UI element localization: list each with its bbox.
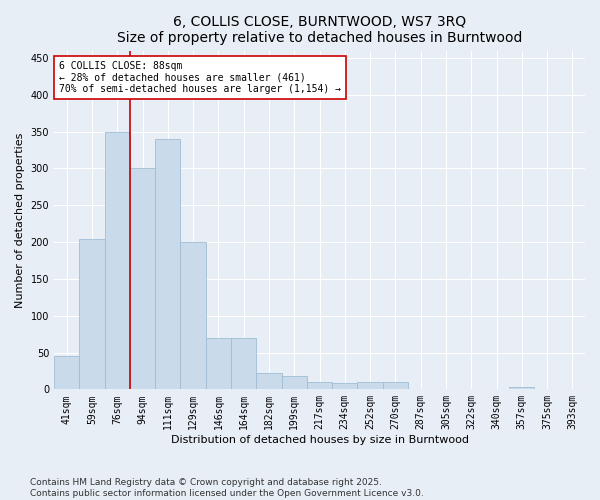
Bar [130, 168, 155, 390]
Bar [231, 338, 256, 390]
Bar [332, 384, 358, 390]
Bar [79, 239, 104, 390]
Bar [509, 387, 535, 390]
Text: 6 COLLIS CLOSE: 88sqm
← 28% of detached houses are smaller (461)
70% of semi-det: 6 COLLIS CLOSE: 88sqm ← 28% of detached … [59, 60, 341, 94]
Y-axis label: Number of detached properties: Number of detached properties [15, 132, 25, 308]
Text: Contains HM Land Registry data © Crown copyright and database right 2025.
Contai: Contains HM Land Registry data © Crown c… [30, 478, 424, 498]
X-axis label: Distribution of detached houses by size in Burntwood: Distribution of detached houses by size … [170, 435, 469, 445]
Bar [256, 373, 281, 390]
Bar [358, 382, 383, 390]
Bar [383, 382, 408, 390]
Bar [181, 242, 206, 390]
Bar [281, 376, 307, 390]
Bar [155, 139, 181, 390]
Bar [206, 338, 231, 390]
Bar [104, 132, 130, 390]
Bar [307, 382, 332, 390]
Bar [54, 356, 79, 390]
Title: 6, COLLIS CLOSE, BURNTWOOD, WS7 3RQ
Size of property relative to detached houses: 6, COLLIS CLOSE, BURNTWOOD, WS7 3RQ Size… [117, 15, 522, 45]
